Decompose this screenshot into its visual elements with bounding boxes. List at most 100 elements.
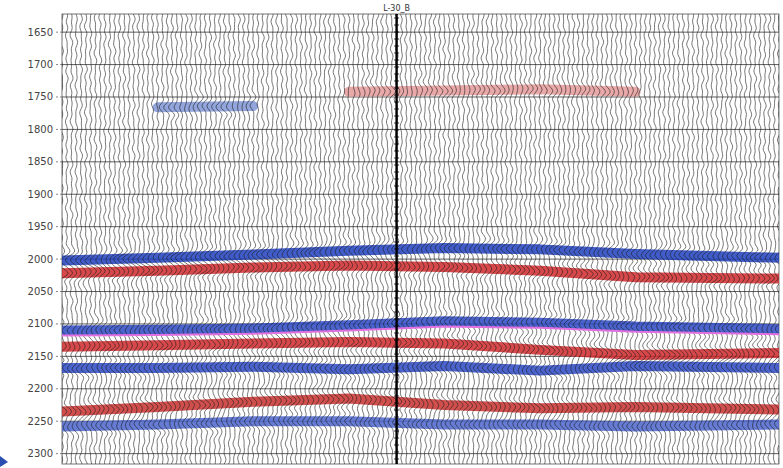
trace [698,14,708,464]
well-tick [394,368,399,369]
trace [702,14,712,464]
tick-label: 1750 [28,91,53,102]
well-tick [394,277,399,278]
trace [377,14,387,464]
well-tick [394,459,399,460]
trace [314,14,324,464]
trace [105,14,115,464]
tick-mark [56,226,62,227]
well-tick [394,438,399,439]
well-tick [394,109,399,110]
tick-mark [56,194,62,195]
trace [678,14,687,464]
well-tick [394,102,399,103]
corner-marker [0,456,8,467]
well-tick [394,116,399,117]
trace [430,14,440,464]
well-tick [394,53,399,54]
trace [262,14,273,464]
well-tick [394,221,399,222]
trace [330,14,340,464]
grid-line [62,291,779,292]
trace [277,14,287,464]
trace [81,14,92,464]
trace [406,14,415,464]
well-tick [394,144,399,145]
well-tick [394,326,399,327]
tick-label: 2300 [28,448,53,459]
well-tick [394,270,399,271]
trace [731,14,740,464]
trace [272,14,282,464]
tick-label: 2050 [28,286,53,297]
trace [645,14,656,464]
trace [760,14,770,464]
tick-label: 1950 [28,221,53,232]
trace [297,14,306,464]
trace [774,14,779,464]
trace [630,14,640,464]
trace [200,14,211,464]
well-tick [394,340,399,341]
well-tick [394,235,399,236]
well-tick [394,256,399,257]
well-tick [394,249,399,250]
trace [712,14,723,464]
well-tick [394,298,399,299]
well-tick [394,32,399,33]
well-tick [394,200,399,201]
trace [62,14,72,464]
well-tick [394,60,399,61]
trace [354,14,363,464]
tick-label: 2150 [28,351,53,362]
trace [205,14,216,464]
trace [344,14,354,464]
horizon [62,327,779,336]
well-tick [394,88,399,89]
tick-mark [56,96,62,97]
plot-area [62,14,779,464]
tick-label: 1700 [28,59,53,70]
grid-line [62,64,779,65]
tick-label: 1650 [28,27,53,38]
reflector [349,89,636,92]
trace [449,14,459,464]
trace [444,14,454,464]
trace [109,14,120,464]
well-tick [394,291,399,292]
well-tick [394,18,399,19]
trace [368,14,377,464]
trace [716,14,727,464]
well-tick [394,95,399,96]
trace [621,14,632,464]
well-tick [394,67,399,68]
trace [181,14,191,464]
trace [292,14,301,464]
trace [707,14,717,464]
well-tick [394,123,399,124]
trace [234,14,244,464]
trace [339,14,348,464]
tick-label: 2100 [28,318,53,329]
trace [301,14,311,464]
trace [501,14,510,464]
trace [750,14,759,464]
well-tick [394,445,399,446]
trace [526,14,534,464]
well-tick [394,193,399,194]
well-tick [394,151,399,152]
well-tick [394,179,399,180]
trace [267,14,277,464]
grid-line [62,194,779,195]
trace [224,14,234,464]
trace [85,14,96,464]
trace [421,14,429,464]
grid-line [62,32,779,33]
well-tick [394,382,399,383]
trace [287,14,296,464]
trace [545,14,555,464]
well-tick [394,354,399,355]
grid-line [62,388,779,389]
tick-mark [56,64,62,65]
well-tick [394,431,399,432]
